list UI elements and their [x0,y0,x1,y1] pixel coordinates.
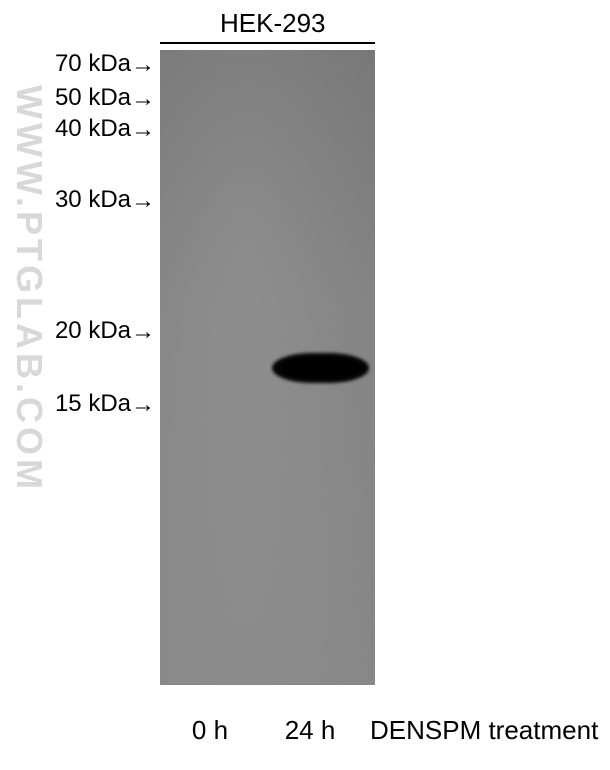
lane-0h [160,50,268,685]
ladder-text: 15 kDa [55,390,131,417]
arrow-icon: → [131,51,155,79]
sample-label: HEK-293 [220,8,326,39]
arrow-icon: → [131,318,155,346]
ladder-text: 70 kDa [55,50,131,77]
ladder-marker: 70 kDa→ [15,50,155,79]
arrow-icon: → [131,187,155,215]
arrow-icon: → [131,391,155,419]
ladder-marker: 50 kDa→ [15,84,155,113]
sample-underline [160,42,375,44]
ladder-text: 40 kDa [55,115,131,142]
lane-label: 0 h [170,715,250,746]
watermark-text: WWW.PTGLAB.COM [8,85,50,493]
ladder-marker: 20 kDa→ [15,317,155,346]
ladder-text: 20 kDa [55,317,131,344]
arrow-icon: → [131,116,155,144]
band [272,353,369,383]
treatment-label: DENSPM treatment [370,715,598,746]
lane-label: 24 h [270,715,350,746]
lane-24h [268,50,376,685]
ladder-marker: 15 kDa→ [15,390,155,419]
ladder-marker: 30 kDa→ [15,186,155,215]
ladder-text: 50 kDa [55,84,131,111]
arrow-icon: → [131,85,155,113]
blot-membrane [160,50,375,685]
ladder-text: 30 kDa [55,186,131,213]
ladder-marker: 40 kDa→ [15,115,155,144]
band-core [280,358,361,377]
